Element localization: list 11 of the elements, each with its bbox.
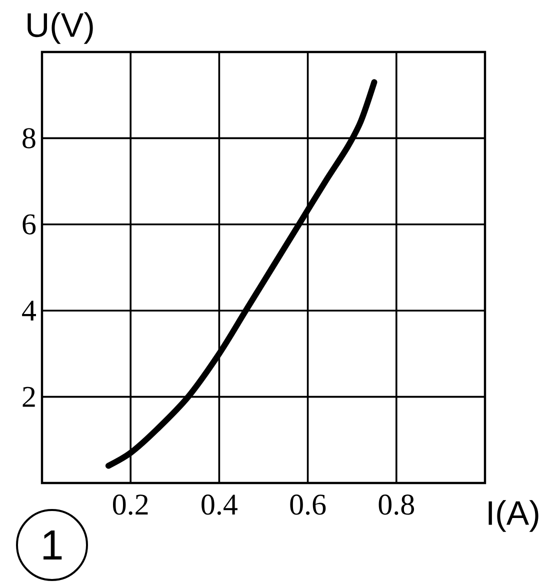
x-tick-label: 0.8 xyxy=(378,494,414,515)
text: 1 xyxy=(44,530,62,560)
y-tick-label: 6 xyxy=(22,214,36,234)
x-tick-label: 0.4 xyxy=(202,494,238,515)
y-tick-label: 8 xyxy=(22,128,36,148)
x-tick-label: 0.2 xyxy=(112,494,148,515)
y-axis-title: U(V) xyxy=(28,12,93,44)
x-tick-label: 0.6 xyxy=(290,494,326,515)
y-tick-label: 2 xyxy=(22,386,35,407)
x-axis-title: I(A) xyxy=(488,500,538,532)
y-tick-label: 4 xyxy=(22,300,36,320)
